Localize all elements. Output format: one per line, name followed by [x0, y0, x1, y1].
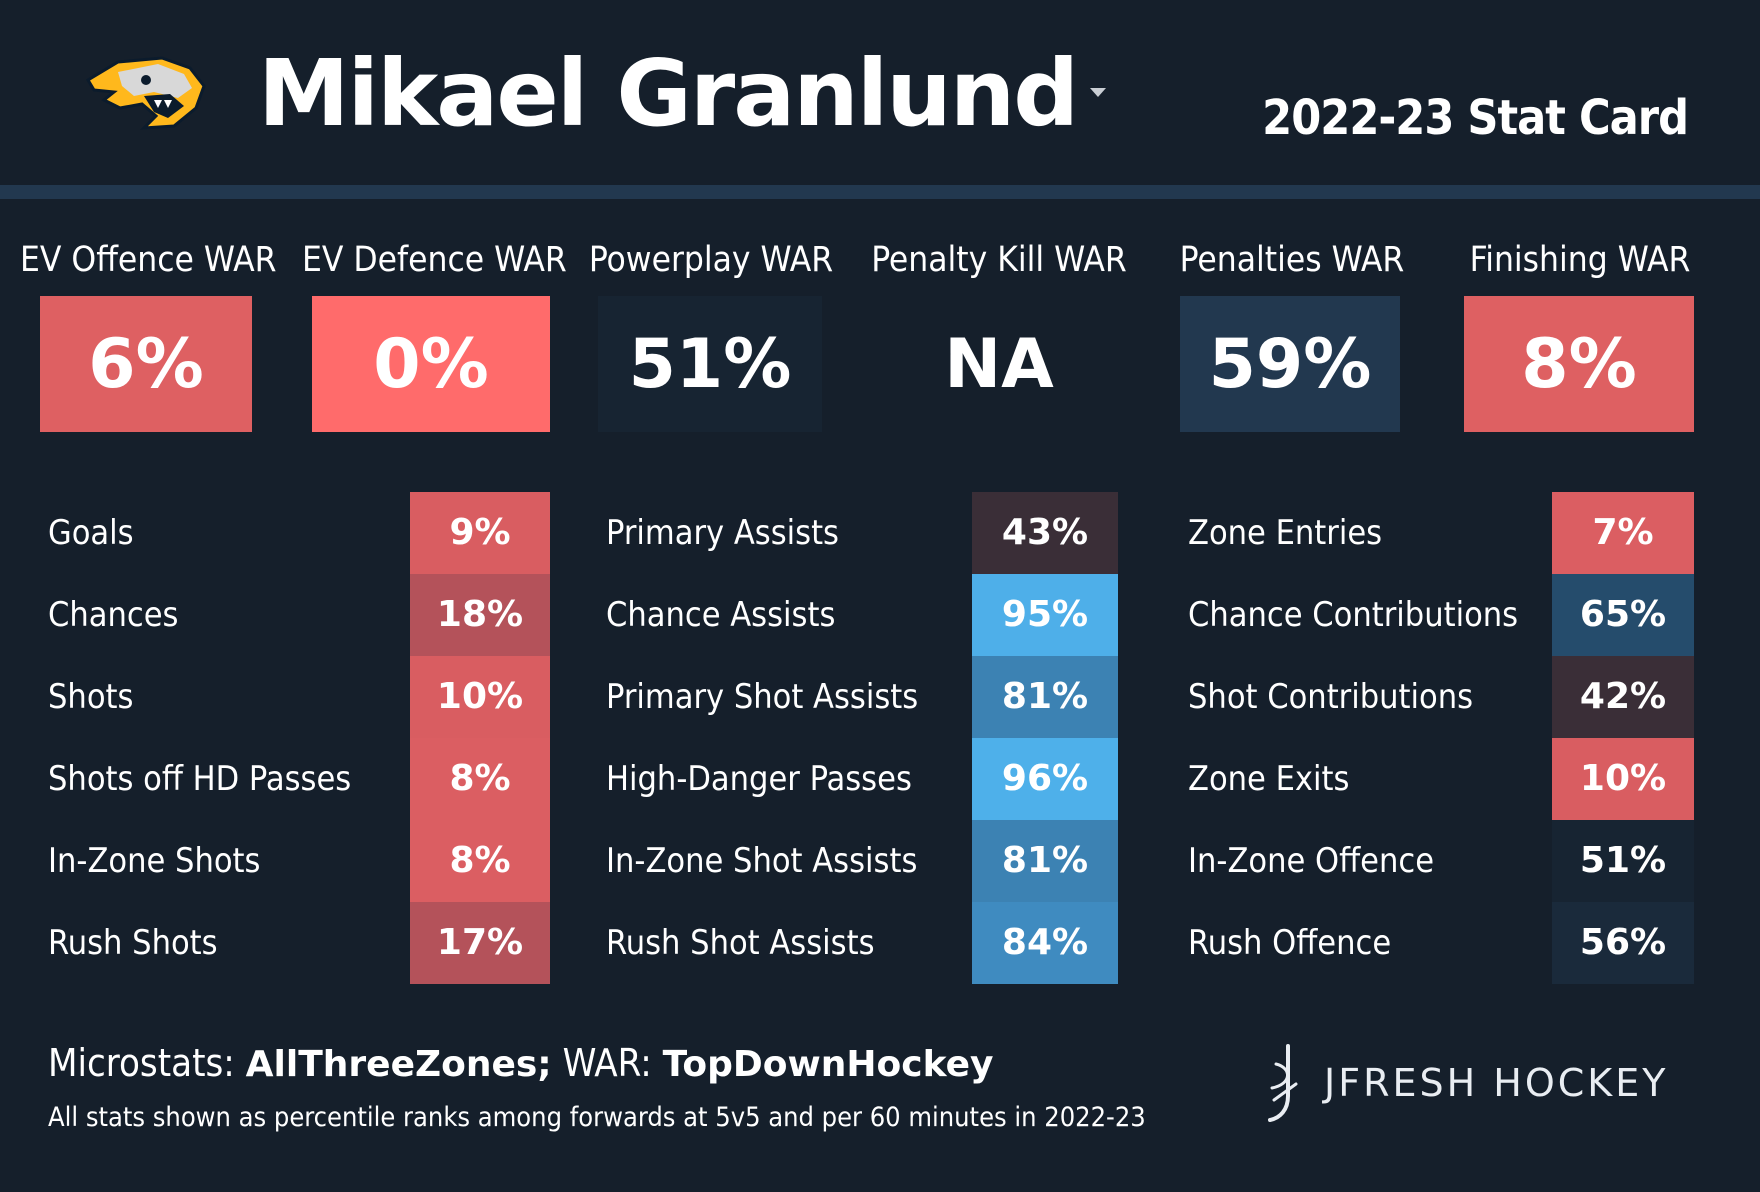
war-label-powerplay: Powerplay WAR — [588, 240, 834, 280]
stat-value-zone-entries: 7% — [1552, 492, 1694, 574]
war-value-finishing: 8% — [1464, 296, 1694, 432]
season-title: 2022-23 Stat Card — [1262, 90, 1689, 146]
stat-label-rush-shots: Rush Shots — [48, 923, 218, 963]
stat-label-shots: Shots — [48, 677, 134, 717]
stat-label-primary-shot-assists: Primary Shot Assists — [606, 677, 919, 717]
war-label-penalties: Penalties WAR — [1179, 240, 1405, 280]
header: Mikael Granlund 2022-23 Stat Card — [0, 0, 1760, 185]
stat-label-in-zone-shot-assists: In-Zone Shot Assists — [606, 841, 918, 881]
jfresh-logo-icon — [1268, 1044, 1298, 1122]
stat-value-zone-exits: 10% — [1552, 738, 1694, 820]
war-prefix: WAR: — [562, 1041, 652, 1085]
stat-value-primary-shot-assists: 81% — [972, 656, 1118, 738]
caret-down-icon[interactable] — [1090, 88, 1106, 98]
stat-value-chance-assists: 95% — [972, 574, 1118, 656]
war-value-penalty-kill: NA — [888, 296, 1110, 432]
brand-name: JFRESH HOCKEY — [1324, 1061, 1669, 1105]
war-label-finishing: Finishing WAR — [1469, 240, 1691, 280]
microstats-prefix: Microstats: — [48, 1041, 235, 1085]
stat-value-shot-contributions: 42% — [1552, 656, 1694, 738]
stat-value-chance-contributions: 65% — [1552, 574, 1694, 656]
stat-label-shot-contributions: Shot Contributions — [1188, 677, 1474, 717]
stat-value-in-zone-shots: 8% — [410, 820, 550, 902]
stat-label-goals: Goals — [48, 513, 134, 553]
stat-label-rush-shot-assists: Rush Shot Assists — [606, 923, 875, 963]
war-value-penalties: 59% — [1180, 296, 1400, 432]
stat-value-shots-off-hd-passes: 8% — [410, 738, 550, 820]
stat-value-in-zone-shot-assists: 81% — [972, 820, 1118, 902]
stat-label-chances: Chances — [48, 595, 179, 635]
stat-label-primary-assists: Primary Assists — [606, 513, 839, 553]
stat-value-goals: 9% — [410, 492, 550, 574]
stat-label-in-zone-shots: In-Zone Shots — [48, 841, 261, 881]
predators-logo-icon — [85, 56, 206, 130]
war-label-penalty-kill: Penalty Kill WAR — [871, 240, 1127, 280]
stat-label-chance-assists: Chance Assists — [606, 595, 836, 635]
war-value-ev-defence: 0% — [312, 296, 550, 432]
microstats-source: AllThreeZones; — [245, 1044, 552, 1085]
stat-label-in-zone-offence: In-Zone Offence — [1188, 841, 1435, 881]
stat-value-primary-assists: 43% — [972, 492, 1118, 574]
stat-value-high-danger-passes: 96% — [972, 738, 1118, 820]
war-source: TopDownHockey — [662, 1044, 994, 1085]
stat-value-rush-offence: 56% — [1552, 902, 1694, 984]
stat-value-rush-shots: 17% — [410, 902, 550, 984]
stat-value-shots: 10% — [410, 656, 550, 738]
stat-value-in-zone-offence: 51% — [1552, 820, 1694, 902]
stat-label-high-danger-passes: High-Danger Passes — [606, 759, 912, 799]
footer-note: All stats shown as percentile ranks amon… — [48, 1102, 1146, 1133]
stat-label-chance-contributions: Chance Contributions — [1188, 595, 1519, 635]
stat-label-shots-off-hd-passes: Shots off HD Passes — [48, 759, 352, 799]
war-value-ev-offence: 6% — [40, 296, 252, 432]
header-divider — [0, 185, 1760, 199]
stat-value-chances: 18% — [410, 574, 550, 656]
war-label-ev-defence: EV Defence WAR — [302, 240, 567, 280]
stat-label-zone-entries: Zone Entries — [1188, 513, 1383, 553]
stat-value-rush-shot-assists: 84% — [972, 902, 1118, 984]
data-source-credit: Microstats: AllThreeZones; WAR: TopDownH… — [48, 1038, 993, 1090]
stat-label-zone-exits: Zone Exits — [1188, 759, 1350, 799]
player-name: Mikael Granlund — [258, 40, 1079, 147]
war-label-ev-offence: EV Offence WAR — [20, 240, 277, 280]
stat-label-rush-offence: Rush Offence — [1188, 923, 1392, 963]
war-value-powerplay: 51% — [598, 296, 822, 432]
